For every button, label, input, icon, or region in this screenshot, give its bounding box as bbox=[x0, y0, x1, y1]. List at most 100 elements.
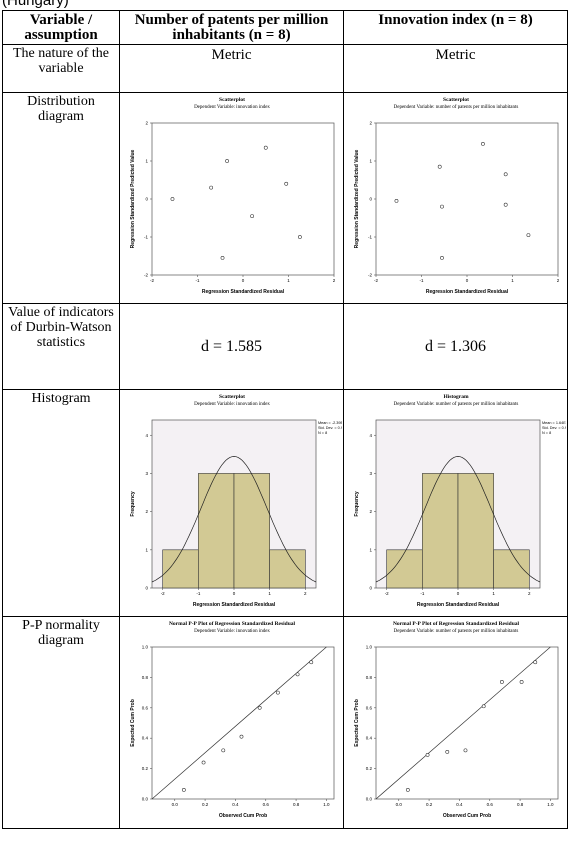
x-tick-label: -2 bbox=[149, 278, 153, 283]
pp-innovation-cell: Normal P-P Plot of Regression Standardiz… bbox=[343, 616, 568, 829]
durbin-label: Value of indicators of Durbin-Watson sta… bbox=[2, 303, 120, 390]
histogram-label: Histogram bbox=[2, 389, 120, 617]
durbin-patents-value: d = 1.585 bbox=[119, 303, 344, 390]
data-point bbox=[249, 214, 254, 219]
chart-subtitle: Dependent Variable: innovation index bbox=[194, 402, 270, 407]
y-tick-label: 0.4 bbox=[141, 736, 148, 741]
x-tick-label: 0 bbox=[232, 591, 235, 596]
stats-text: Mean = -2.39E-15 bbox=[318, 421, 342, 425]
nature-patents-value: Metric bbox=[119, 44, 344, 93]
data-point bbox=[480, 142, 485, 146]
chart-subtitle: Dependent Variable: number of patents pe… bbox=[393, 105, 518, 110]
x-tick-label: 0.0 bbox=[171, 802, 178, 807]
histogram-bar bbox=[492, 549, 530, 589]
chart-title: Scatterplot bbox=[443, 97, 469, 103]
row-durbin-watson: Value of indicators of Durbin-Watson sta… bbox=[2, 303, 568, 390]
normal-curve bbox=[151, 456, 316, 583]
x-axis-label: Regression Standardized Residual bbox=[425, 289, 508, 295]
x-tick-label: 1.0 bbox=[547, 802, 554, 807]
stats-text: Std. Dev. = 0.926 bbox=[542, 426, 566, 430]
x-tick-label: 0.6 bbox=[262, 802, 269, 807]
chart-title: Scatterplot bbox=[219, 97, 245, 103]
y-tick-label: 1 bbox=[369, 547, 372, 552]
data-point bbox=[220, 255, 224, 260]
data-point bbox=[444, 749, 449, 754]
data-point bbox=[239, 734, 243, 739]
normal-curve bbox=[375, 456, 540, 583]
y-tick-label: 4 bbox=[369, 433, 372, 438]
data-point bbox=[463, 748, 467, 753]
durbin-innovation-value: d = 1.306 bbox=[343, 303, 568, 390]
y-tick-label: -1 bbox=[143, 235, 147, 240]
x-tick-label: -1 bbox=[196, 591, 200, 596]
x-tick-label: 2 bbox=[528, 591, 531, 596]
header-patents: Number of patents per million inhabitant… bbox=[119, 10, 344, 45]
x-tick-label: 0.6 bbox=[486, 802, 493, 807]
plot-area bbox=[151, 122, 334, 276]
header-variable: Variable / assumption bbox=[2, 10, 120, 45]
x-tick-label: -2 bbox=[373, 278, 377, 283]
data-point bbox=[283, 181, 288, 186]
x-tick-label: -2 bbox=[160, 591, 164, 596]
scatterplot-patents-chart: Scatterplot Dependent Variable: number of… bbox=[354, 97, 560, 295]
x-tick-label: 1 bbox=[268, 591, 271, 596]
chart-title: Normal P-P Plot of Regression Standardiz… bbox=[392, 621, 519, 627]
data-point bbox=[170, 197, 174, 201]
histogram-innovation-chart: Scatterplot Dependent Variable: innovatio… bbox=[130, 394, 342, 608]
x-tick-label: 2 bbox=[304, 591, 307, 596]
stats-text: Std. Dev. = 0.926 bbox=[318, 426, 342, 430]
plot-area bbox=[375, 122, 558, 276]
header-innovation: Innovation index (n = 8) bbox=[343, 10, 568, 45]
x-tick-label: 0 bbox=[241, 278, 244, 283]
header-row: Variable / assumption Number of patents … bbox=[2, 10, 568, 45]
row-histogram: Histogram Scatterplot Dependent Variable:… bbox=[2, 389, 568, 617]
histogram-bar bbox=[421, 473, 458, 589]
y-axis-label: Expected Cum Prob bbox=[354, 699, 360, 747]
x-tick-label: -1 bbox=[420, 591, 424, 596]
x-tick-label: 2 bbox=[556, 278, 559, 283]
histogram-bar bbox=[385, 549, 423, 589]
y-tick-label: 0.6 bbox=[365, 705, 372, 710]
x-tick-label: -1 bbox=[419, 278, 423, 283]
data-point bbox=[275, 690, 280, 695]
caption-fragment: (Hungary) bbox=[2, 0, 69, 9]
y-tick-label: 0.2 bbox=[141, 766, 148, 771]
nature-label: The nature of the variable bbox=[2, 44, 120, 93]
x-axis-label: Regression Standardized Residual bbox=[192, 602, 275, 608]
chart-subtitle: Dependent Variable: number of patents pe… bbox=[393, 629, 518, 634]
y-tick-label: 0.2 bbox=[365, 766, 372, 771]
y-tick-label: 1 bbox=[369, 159, 372, 164]
chart-subtitle: Dependent Variable: number of patents pe… bbox=[393, 402, 518, 407]
x-tick-label: -2 bbox=[384, 591, 388, 596]
y-tick-label: 3 bbox=[369, 471, 372, 476]
chart-title: Scatterplot bbox=[219, 394, 245, 400]
plot-area bbox=[375, 646, 558, 800]
data-point bbox=[297, 235, 302, 239]
nature-innovation-value: Metric bbox=[343, 44, 568, 93]
histogram-patents-chart: Histogram Dependent Variable: number of p… bbox=[354, 394, 566, 608]
x-tick-label: 0.0 bbox=[395, 802, 402, 807]
y-tick-label: -1 bbox=[367, 235, 371, 240]
x-axis-label: Regression Standardized Residual bbox=[201, 289, 284, 295]
data-point bbox=[208, 185, 213, 190]
data-point bbox=[437, 164, 442, 169]
data-point bbox=[425, 753, 429, 757]
x-axis-label: Regression Standardized Residual bbox=[416, 602, 499, 608]
data-point bbox=[503, 172, 508, 177]
data-point bbox=[295, 672, 300, 677]
y-tick-label: 0.0 bbox=[365, 797, 372, 802]
x-axis-label: Observed Cum Prob bbox=[218, 813, 266, 819]
data-point bbox=[263, 145, 268, 150]
y-axis-label: Regression Standardized Predicted Value bbox=[130, 149, 136, 248]
data-point bbox=[503, 202, 508, 207]
y-axis-label: Regression Standardized Predicted Value bbox=[354, 149, 360, 248]
histogram-innovation-cell: Histogram Dependent Variable: number of p… bbox=[343, 389, 568, 617]
y-tick-label: 0 bbox=[145, 197, 148, 202]
x-tick-label: 0.4 bbox=[456, 802, 463, 807]
scatterplot-innovation-chart: Scatterplot Dependent Variable: innovatio… bbox=[130, 97, 336, 295]
data-point bbox=[220, 748, 225, 753]
histogram-bar bbox=[457, 473, 494, 589]
x-tick-label: 0.8 bbox=[516, 802, 523, 807]
data-point bbox=[526, 233, 530, 238]
x-tick-label: 0.8 bbox=[292, 802, 299, 807]
